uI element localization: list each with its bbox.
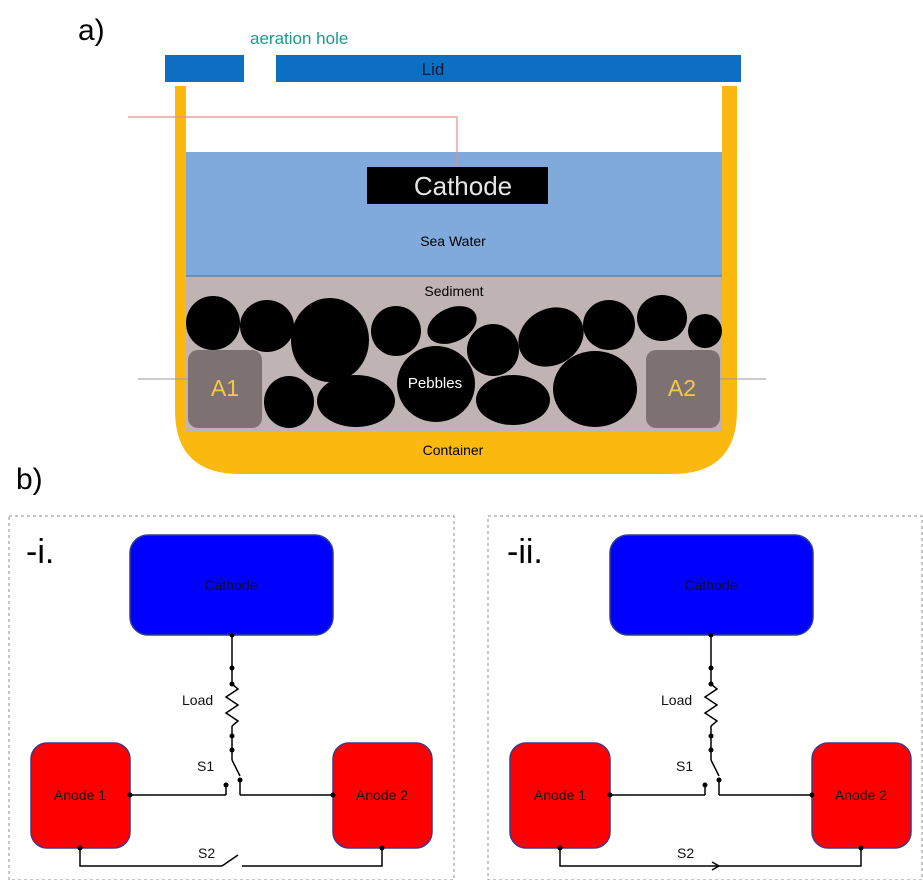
circuit-ii-node [809, 792, 815, 798]
circuit-i-s2-arm [221, 854, 239, 867]
circuit-ii-node [702, 782, 708, 788]
circuit-ii-node [708, 747, 714, 753]
circuit-i-node [229, 733, 235, 739]
cathode-electrode [367, 167, 548, 204]
pebble [264, 376, 314, 428]
circuit-ii-node [708, 665, 714, 671]
lid-right [276, 55, 741, 82]
circuit-i-node [127, 792, 133, 798]
anode-a2 [646, 350, 720, 428]
pebble [553, 351, 637, 427]
pebble [371, 306, 421, 356]
circuit-ii-s2-label: S2 [677, 845, 694, 861]
pebble [518, 307, 584, 367]
circuit-i: -i. Cathode Anode 1 Anode 2 Load S1 [8, 515, 455, 880]
circuit-ii-anode1-label: Anode 1 [534, 787, 586, 803]
circuit-ii-s1-arm [710, 759, 720, 777]
circuit-ii-cathode-label: Cathode [685, 577, 738, 593]
pebble [427, 306, 477, 344]
circuit-i-s1-arm [231, 759, 241, 777]
pebbles-group [186, 295, 722, 428]
circuit-i-node [223, 782, 229, 788]
anode-a2-label: A2 [668, 375, 696, 401]
sea-water-label: Sea Water [420, 233, 486, 249]
circuit-ii-node [607, 792, 613, 798]
anode-a1-label: A1 [211, 375, 239, 401]
circuit-i-node [237, 777, 243, 783]
circuit-i-s2-wire-left [79, 848, 222, 867]
pebble [397, 346, 475, 422]
circuit-ii-load-label: Load [661, 692, 692, 708]
circuit-i-s2-label: S2 [198, 845, 215, 861]
circuit-i-cathode-label: Cathode [205, 577, 258, 593]
sediment-label: Sediment [424, 283, 483, 299]
lid-label: Lid [422, 60, 445, 79]
circuit-i-node [229, 632, 235, 638]
circuit-ii: -ii. Cathode Anode 1 Anode 2 Load S1 S2 [487, 515, 923, 880]
circuit-i-frame [8, 515, 455, 880]
circuit-i-anode2-label: Anode 2 [356, 787, 408, 803]
panel-a-label: a) [78, 14, 105, 47]
circuit-i-node [229, 747, 235, 753]
anode-a1 [188, 350, 262, 428]
circuit-ii-node [858, 845, 864, 851]
circuit-i-s2-wire-right [242, 848, 383, 867]
pebble [291, 298, 369, 382]
circuit-i-load-resistor [224, 683, 240, 727]
circuit-i-node [379, 845, 385, 851]
pebble [240, 300, 294, 352]
circuit-i-node [77, 845, 83, 851]
circuit-i-node [330, 792, 336, 798]
circuit-ii-s1-label: S1 [676, 758, 693, 774]
pebbles-label: Pebbles [408, 375, 462, 392]
circuit-ii-s2-wire [559, 848, 862, 867]
pebble [317, 375, 395, 427]
container-label: Container [423, 442, 484, 458]
circuit-ii-load-resistor [703, 683, 719, 727]
cathode-label: Cathode [414, 171, 512, 201]
circuit-ii-node [716, 777, 722, 783]
circuit-i-load-label: Load [182, 692, 213, 708]
circuit-ii-s2-closed-arm [711, 861, 721, 871]
circuit-i-label: -i. [26, 533, 54, 571]
pebble [637, 295, 687, 341]
circuit-ii-node [557, 845, 563, 851]
circuit-i-node [229, 665, 235, 671]
circuit-ii-node [708, 632, 714, 638]
circuit-ii-frame [487, 515, 923, 880]
aeration-hole-label: aeration hole [250, 29, 348, 48]
pebble [583, 300, 635, 350]
circuit-i-s1-label: S1 [197, 758, 214, 774]
circuit-i-anode1-label: Anode 1 [54, 787, 106, 803]
circuit-ii-anode2-label: Anode 2 [835, 787, 887, 803]
circuit-ii-label: -ii. [507, 533, 543, 571]
panel-b-label: b) [16, 463, 43, 496]
pebble [688, 314, 722, 348]
circuit-ii-node [708, 733, 714, 739]
pebble [476, 375, 550, 425]
cathode-wire [128, 116, 458, 168]
lid-left [165, 55, 244, 82]
pebble [186, 296, 240, 350]
pebble [467, 324, 519, 376]
